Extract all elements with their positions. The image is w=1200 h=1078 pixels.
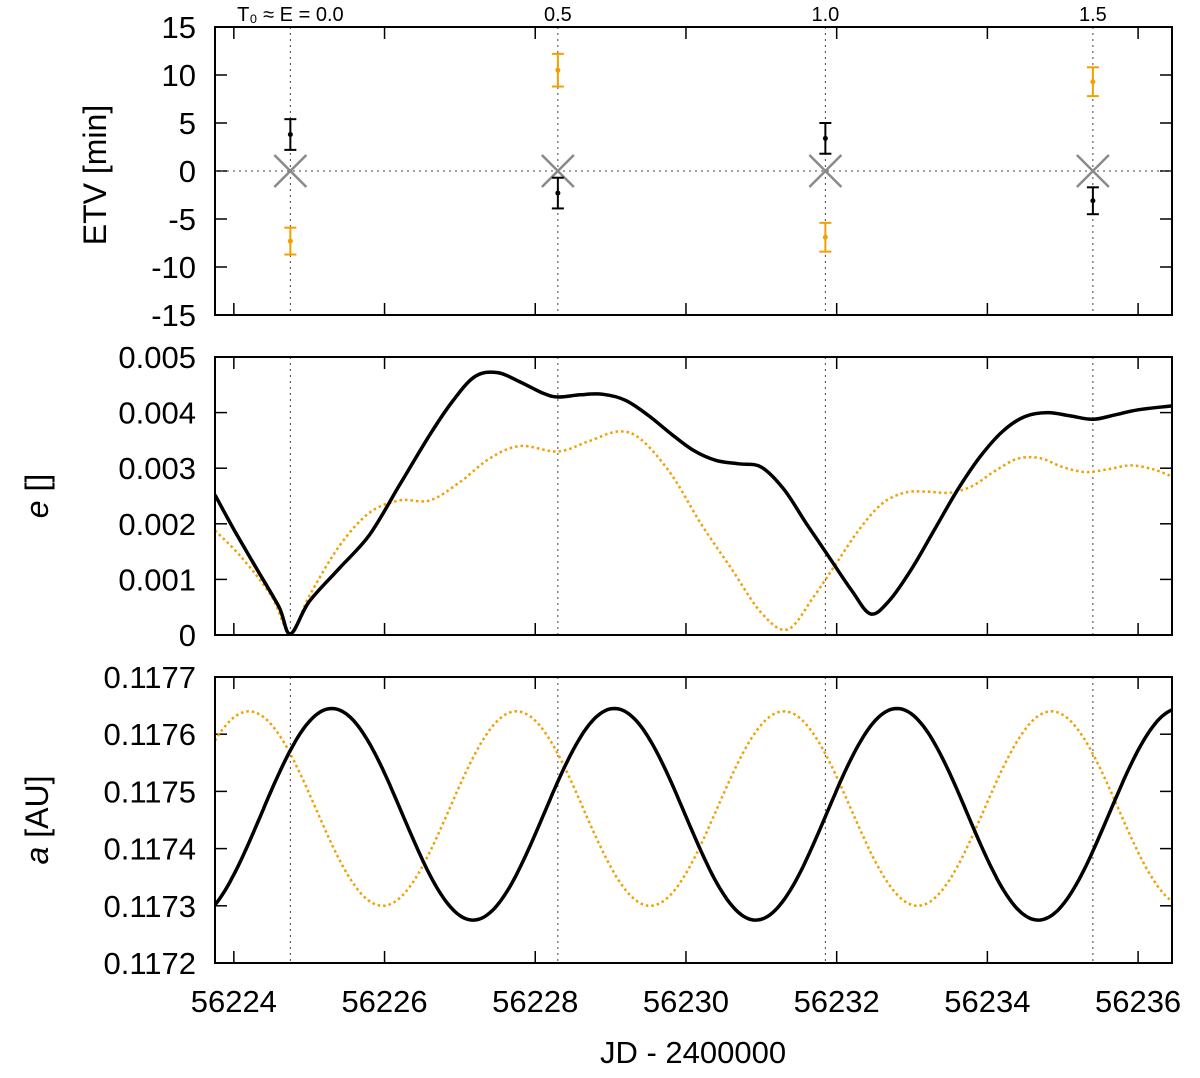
eccentricity-y-axis-label: e [] [19,474,55,518]
secondary-etv-point [1086,66,1099,98]
etv-y-axis-label: ETV [min] [77,105,113,245]
x-tick-label: 56224 [191,984,277,1019]
model-x-stroke [808,154,843,188]
x-tick-label: 56228 [492,984,578,1019]
semi-major-axis-y-axis-unit: [AU] [19,776,55,847]
y-tick-label: 0.1174 [103,832,196,867]
primary-etv-point [819,122,832,155]
y-tick-label: 0 [179,154,196,189]
semi-major-axis-axes-frame [214,676,1173,964]
semi-major-axis-y-axis-label: a [AU] [19,776,55,865]
secondary-semi-major-axis-line [215,710,1172,908]
y-tick-label: 0.1172 [103,946,196,981]
y-tick-label: 0.005 [118,340,196,375]
epoch-label: T₀ ≈ E = 0.0 [237,4,344,26]
model-x-stroke [1075,154,1110,188]
eccentricity-y-axis-unit: [] [19,474,55,501]
eccentricity-axes-frame [214,356,1173,636]
secondary-etv-point [551,52,564,88]
data-point [1090,79,1096,85]
y-tick-label: 0 [179,618,196,653]
model-x-marker [808,154,843,188]
epoch-label: 1.5 [1079,4,1107,26]
secondary-etv-point [819,221,832,253]
y-tick-label: 0.002 [118,507,196,542]
secondary-etv-point [284,226,297,256]
epoch-label: 1.0 [811,4,839,26]
x-tick-label: 56230 [643,984,729,1019]
data-point [287,238,293,244]
model-x-marker [540,154,575,188]
y-tick-label: 15 [162,10,196,45]
y-tick-label: 0.1176 [103,717,196,752]
x-tick-label: 56234 [944,984,1030,1019]
model-x-marker [1075,154,1110,188]
semi-major-axis-y-axis-symbol: a [19,847,55,865]
model-x-marker [273,154,308,188]
y-tick-label: 0.003 [118,451,196,486]
data-point [822,234,828,240]
x-axis-label: JD - 2400000 [600,1035,786,1070]
model-x-stroke [540,154,575,188]
x-tick-label: 56232 [794,984,880,1019]
etv-axes-frame [214,26,1173,316]
x-tick-label: 56226 [341,984,427,1019]
data-point [555,67,561,73]
data-point [822,135,828,141]
data-point [555,190,561,196]
y-tick-label: 0.1175 [103,774,196,809]
semi-major-axis-panel: a [AU] JD - 2400000 0.1177 0.1176 0.1175 0.… [19,660,1181,1070]
eccentricity-y-axis-symbol: e [19,500,55,518]
y-tick-label: 0.004 [118,396,196,431]
y-tick-label: 10 [162,58,196,93]
y-tick-label: 0.1177 [103,660,196,695]
primary-etv-point [551,176,564,210]
x-tick-label: 56236 [1095,984,1181,1019]
data-point [1090,198,1096,204]
eccentricity-panel: e [] 0.005 0.004 0.003 0.002 0.001 0 [19,340,1173,653]
y-tick-label: 5 [179,106,196,141]
primary-semi-major-axis-line [215,706,1172,922]
epoch-label: 0.5 [544,4,572,26]
y-tick-label: -5 [168,202,196,237]
data-point [287,132,293,138]
primary-eccentricity-line [215,370,1172,635]
primary-etv-point [1086,186,1099,216]
secondary-eccentricity-line [215,430,1172,635]
y-tick-label: -10 [151,250,196,285]
model-x-stroke [273,154,308,188]
etv-panel: ETV [min] 15 10 5 0 -5 -10 -15 T₀ ≈ E = 0.0 0.5 1… [77,4,1173,333]
y-tick-label: 0.001 [118,562,196,597]
y-tick-label: 0.1173 [103,889,196,924]
y-tick-label: -15 [151,298,196,333]
primary-etv-point [284,118,297,151]
